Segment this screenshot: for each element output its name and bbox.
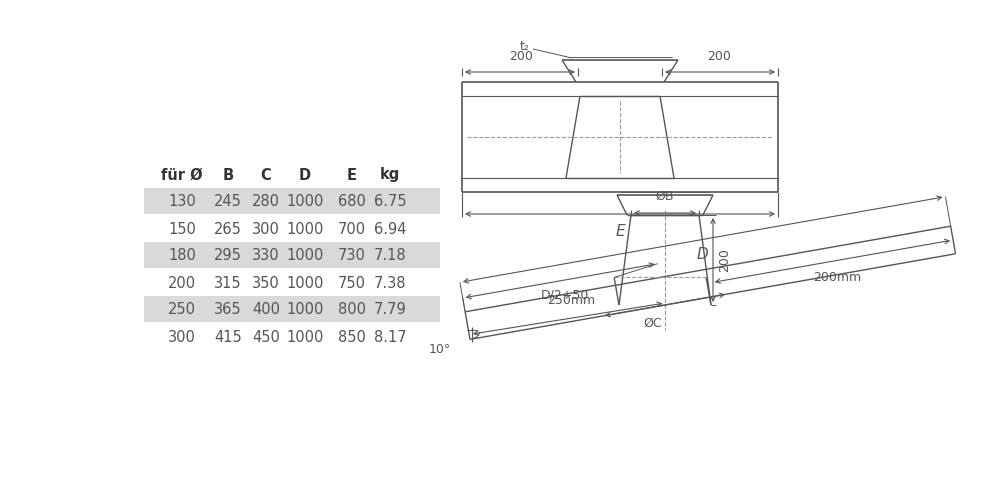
Text: ØB: ØB [656, 190, 674, 203]
Text: 700: 700 [338, 222, 366, 236]
Text: kg: kg [380, 168, 400, 182]
Text: 200: 200 [509, 50, 533, 63]
Text: 130: 130 [168, 194, 196, 210]
Text: D/2+50: D/2+50 [541, 289, 589, 302]
Text: 180: 180 [168, 248, 196, 264]
Text: 300: 300 [168, 330, 196, 344]
Text: 1000: 1000 [286, 330, 324, 344]
Text: 680: 680 [338, 194, 366, 210]
Text: 6.75: 6.75 [374, 194, 406, 210]
Text: ØC: ØC [644, 317, 662, 330]
Text: 245: 245 [214, 194, 242, 210]
Text: 265: 265 [214, 222, 242, 236]
Text: 400: 400 [252, 302, 280, 318]
Text: 295: 295 [214, 248, 242, 264]
Text: 365: 365 [214, 302, 242, 318]
Text: 1000: 1000 [286, 302, 324, 318]
Text: für Ø: für Ø [161, 168, 203, 182]
Text: 350: 350 [252, 276, 280, 290]
Text: 250mm: 250mm [547, 294, 595, 306]
Text: 800: 800 [338, 302, 366, 318]
Text: 300: 300 [252, 222, 280, 236]
Text: 450: 450 [252, 330, 280, 344]
Text: 1000: 1000 [286, 248, 324, 264]
Text: 6.94: 6.94 [374, 222, 406, 236]
Text: E: E [615, 224, 625, 239]
Text: 1000: 1000 [286, 222, 324, 236]
Text: 10°: 10° [429, 343, 451, 356]
Text: 280: 280 [252, 194, 280, 210]
Text: 200mm: 200mm [813, 272, 862, 284]
Text: 200: 200 [718, 248, 731, 272]
Bar [144, 242, 440, 268]
Text: E: E [347, 168, 357, 182]
Text: 1000: 1000 [286, 276, 324, 290]
Text: B: B [222, 168, 234, 182]
Text: 415: 415 [214, 330, 242, 344]
Text: 7.79: 7.79 [374, 302, 406, 318]
Bar [144, 296, 440, 322]
Text: 8.17: 8.17 [374, 330, 406, 344]
Text: 315: 315 [214, 276, 242, 290]
Text: D: D [299, 168, 311, 182]
Text: 250: 250 [168, 302, 196, 318]
Text: t₂: t₂ [520, 40, 530, 52]
Text: 7.38: 7.38 [374, 276, 406, 290]
Text: D: D [697, 248, 709, 262]
Text: 1000: 1000 [286, 194, 324, 210]
Bar [144, 188, 440, 214]
Text: C: C [261, 168, 271, 182]
Text: 730: 730 [338, 248, 366, 264]
Text: 150: 150 [168, 222, 196, 236]
Text: 750: 750 [338, 276, 366, 290]
Text: 7.18: 7.18 [374, 248, 406, 264]
Text: 330: 330 [252, 248, 280, 264]
Text: 200: 200 [168, 276, 196, 290]
Text: 850: 850 [338, 330, 366, 344]
Text: 200: 200 [707, 50, 731, 63]
